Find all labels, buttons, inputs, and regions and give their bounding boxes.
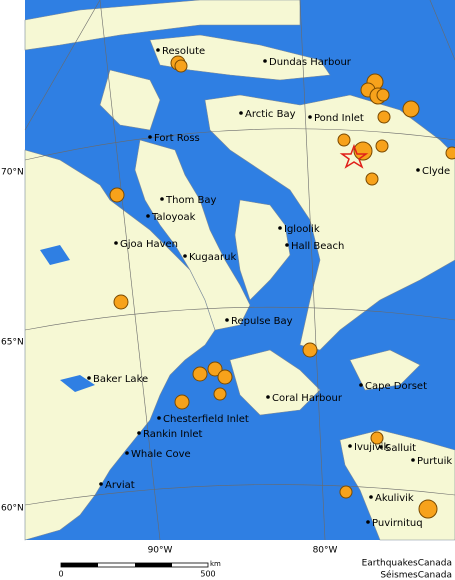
place-dot: [308, 115, 312, 119]
place-label: Thom Bay: [165, 195, 216, 206]
place-dot: [157, 416, 161, 420]
place-dot: [266, 395, 270, 399]
place-dot: [225, 318, 229, 322]
earthquake: [376, 88, 390, 102]
place-dot: [348, 444, 352, 448]
place-label: Resolute: [162, 46, 205, 57]
earthquake: [337, 133, 351, 147]
earthquake: [353, 141, 373, 161]
place-dot: [114, 241, 118, 245]
earthquake: [377, 110, 391, 124]
earthquake: [113, 294, 129, 310]
earthquake: [365, 172, 379, 186]
earthquake: [375, 139, 389, 153]
place-label: Chesterfield Inlet: [163, 414, 249, 425]
scale-bar-segment: [61, 563, 98, 567]
scale-end: 500: [200, 570, 215, 579]
place-dot: [87, 376, 91, 380]
place-label: Whale Cove: [131, 449, 191, 460]
earthquake: [402, 100, 420, 118]
place-dot: [99, 482, 103, 486]
place-label: Cape Dorset: [365, 381, 427, 392]
place-label: Clyde: [422, 166, 450, 177]
longitude-label: 80°W: [313, 546, 338, 556]
earthquake: [339, 485, 353, 499]
scale-bar-segment: [135, 563, 172, 567]
place-label: Arviat: [105, 480, 135, 491]
place-label: Igloolik: [284, 224, 320, 235]
longitude-label: 90°W: [148, 546, 173, 556]
earthquake: [192, 366, 208, 382]
earthquake: [370, 431, 384, 445]
graticule-labels: 70°N 65°N 60°N 90°W 80°W: [1, 168, 338, 556]
place-label: Pond Inlet: [314, 113, 364, 124]
place-label: Baker Lake: [93, 374, 148, 385]
place-dot: [369, 495, 373, 499]
place-dot: [263, 59, 267, 63]
place-dot: [416, 168, 420, 172]
scale-start: 0: [58, 570, 63, 579]
place-label: Arctic Bay: [245, 109, 296, 120]
place-label: Taloyoak: [151, 212, 196, 223]
epicenter-star: [339, 143, 369, 169]
place-dot: [278, 226, 282, 230]
place-dot: [160, 197, 164, 201]
places: Resolute Dundas Harbour Arctic Bay Pond Inl…: [87, 46, 452, 529]
graticule: [24, 0, 455, 541]
credit: SéismesCanada: [380, 570, 452, 580]
place-label: Hall Beach: [291, 241, 344, 252]
place-label: Repulse Bay: [231, 316, 293, 327]
latitude-label: 60°N: [1, 504, 24, 514]
place-dot: [125, 451, 129, 455]
place-dot: [359, 383, 363, 387]
scale-unit: km: [210, 560, 221, 568]
earthquake: [174, 394, 190, 410]
earthquakes: [109, 55, 455, 519]
earthquake: [213, 387, 227, 401]
place-label: Ivujivik: [354, 442, 389, 453]
earthquake: [418, 499, 438, 519]
place-dot: [156, 48, 160, 52]
place-label: Gjoa Haven: [120, 239, 178, 250]
place-dot: [146, 214, 150, 218]
earthquake: [302, 342, 318, 358]
place-label: Fort Ross: [154, 133, 200, 144]
place-dot: [411, 458, 415, 462]
earthquake: [445, 146, 455, 160]
place-label: Dundas Harbour: [269, 57, 352, 68]
place-label: Purtuik: [417, 456, 452, 467]
place-label: Rankin Inlet: [143, 429, 202, 440]
place-label: Coral Harbour: [272, 393, 343, 404]
place-dot: [285, 243, 289, 247]
place-dot: [183, 254, 187, 258]
place-label: Salluit: [385, 443, 416, 454]
earthquake: [109, 187, 125, 203]
land: [24, 0, 455, 541]
earthquake: [217, 369, 233, 385]
latitude-label: 65°N: [1, 338, 24, 348]
place-dot: [137, 431, 141, 435]
latitude-label: 70°N: [1, 168, 24, 178]
earthquake: [207, 361, 223, 377]
scale-bar: 0 500 km: [58, 560, 221, 579]
place-dot: [239, 111, 243, 115]
place-dot: [366, 520, 370, 524]
place-label: Kugaaruk: [189, 252, 236, 263]
place-label: Akulivik: [375, 493, 414, 504]
earthquake: [174, 59, 188, 73]
place-dot: [148, 135, 152, 139]
credit: EarthquakesCanada: [362, 559, 452, 569]
place-dot: [379, 445, 383, 449]
place-label: Puvirnituq: [372, 518, 423, 529]
